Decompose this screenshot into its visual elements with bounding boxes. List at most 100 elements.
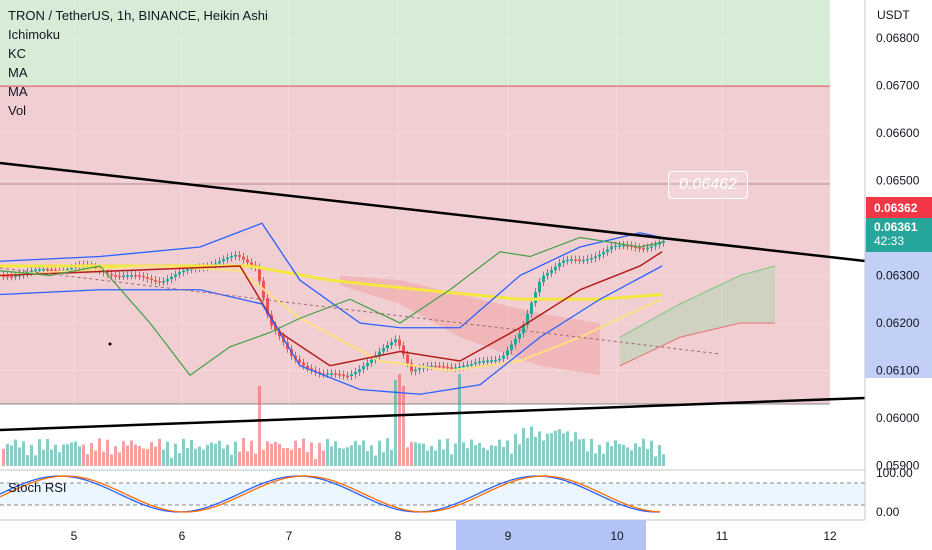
legend-ma-1[interactable]: MA <box>8 65 28 80</box>
candle-body-55 <box>222 259 225 262</box>
candle-body-83 <box>334 373 337 375</box>
candle-body-104 <box>418 368 421 370</box>
price-tick-7: 0.06000 <box>876 411 920 425</box>
candle-body-76 <box>306 365 309 369</box>
volume-bar-119 <box>478 442 481 466</box>
volume-bar-29 <box>118 452 121 466</box>
volume-bar-156 <box>626 447 629 466</box>
candle-body-64 <box>258 267 261 281</box>
candle-body-11 <box>46 269 49 271</box>
volume-bar-135 <box>542 440 545 466</box>
volume-bar-21 <box>86 454 89 466</box>
volume-bar-84 <box>338 448 341 466</box>
volume-bar-103 <box>414 442 417 466</box>
candle-body-27 <box>110 273 113 276</box>
candle-body-156 <box>626 245 629 247</box>
volume-bar-109 <box>438 439 441 466</box>
ask-price-tag: 0.06362 <box>866 197 932 219</box>
candle-body-148 <box>594 256 597 258</box>
volume-bar-94 <box>378 440 381 466</box>
price-tick-0: 0.06800 <box>876 31 920 45</box>
volume-bar-81 <box>326 439 329 466</box>
volume-bar-68 <box>274 441 277 466</box>
volume-bar-25 <box>102 451 105 466</box>
volume-bar-100 <box>402 386 405 466</box>
candle-body-96 <box>386 345 389 349</box>
price-tick-6: 0.06100 <box>876 364 920 378</box>
volume-bar-149 <box>598 444 601 466</box>
trendline-lower[interactable] <box>0 396 866 432</box>
cloud-green <box>620 266 775 366</box>
stoch-rsi-label[interactable]: Stoch RSI <box>8 480 67 495</box>
volume-bar-62 <box>250 440 253 466</box>
rsi-tick-1: 0.00 <box>876 505 900 519</box>
candle-body-66 <box>266 297 269 315</box>
trendline-upper[interactable] <box>0 161 866 263</box>
time-tick-5: 10 <box>610 529 624 543</box>
candle-body-80 <box>322 373 325 376</box>
volume-bar-101 <box>406 447 409 466</box>
volume-bar-97 <box>390 449 393 466</box>
legend-vol[interactable]: Vol <box>8 103 27 118</box>
volume-bar-114 <box>458 374 461 466</box>
volume-bar-35 <box>142 448 145 466</box>
volume-bar-31 <box>126 445 129 466</box>
volume-bar-67 <box>270 443 273 466</box>
candle-body-6 <box>26 272 29 274</box>
time-ticks: 5 6 7 8 9 10 11 12 <box>71 529 837 543</box>
candle-body-133 <box>534 292 537 303</box>
candle-body-62 <box>250 262 253 266</box>
candle-body-17 <box>70 267 73 270</box>
volume-bar-162 <box>650 440 653 466</box>
volume-bar-121 <box>486 450 489 466</box>
candle-body-79 <box>318 371 321 374</box>
volume-bar-116 <box>466 448 469 466</box>
volume-bar-91 <box>366 451 369 466</box>
volume-bar-125 <box>502 446 505 466</box>
candle-body-99 <box>398 339 401 346</box>
candle-body-12 <box>50 269 53 271</box>
candle-body-152 <box>610 246 613 250</box>
volume-bar-111 <box>446 438 449 466</box>
candle-body-44 <box>178 272 181 275</box>
candle-body-113 <box>454 367 457 369</box>
candle-body-107 <box>430 365 433 368</box>
volume-bar-138 <box>554 430 557 466</box>
candle-body-31 <box>126 275 129 277</box>
candle-body-108 <box>434 365 437 368</box>
price-tick-3: 0.06500 <box>876 174 920 188</box>
candle-body-139 <box>558 262 561 267</box>
candle-body-88 <box>354 371 357 375</box>
volume-bar-144 <box>578 439 581 466</box>
legend-kc[interactable]: KC <box>8 46 27 61</box>
candle-body-92 <box>370 359 373 363</box>
candle-body-86 <box>346 375 349 378</box>
price-marker-label[interactable]: 0.06462 <box>668 171 748 199</box>
candle-body-119 <box>478 361 481 364</box>
legend-ichimoku[interactable]: Ichimoku <box>8 27 61 42</box>
price-tick-4: 0.06300 <box>876 269 920 283</box>
volume-bar-56 <box>226 444 229 466</box>
volume-bar-122 <box>490 445 493 466</box>
dot-marker <box>108 342 112 346</box>
rsi-tick-0: 100.00 <box>876 466 913 480</box>
legend-ma-2[interactable]: MA <box>8 84 28 99</box>
candle-body-120 <box>482 360 485 363</box>
bid-price-tag: 0.06361 42:33 <box>866 218 932 252</box>
volume-bar-38 <box>154 446 157 466</box>
volume-bar-73 <box>294 440 297 466</box>
kc-upper-line <box>0 222 663 329</box>
candle-body-23 <box>94 266 97 269</box>
candle-body-121 <box>486 360 489 363</box>
senkou-b-line <box>619 322 775 367</box>
volume-bar-159 <box>638 447 641 466</box>
volume-bar-99 <box>398 374 401 466</box>
volume-bar-18 <box>74 441 77 466</box>
candle-body-4 <box>18 274 21 277</box>
volume-bar-79 <box>318 442 321 466</box>
indicator-lines <box>0 222 776 395</box>
volume-bar-46 <box>186 447 189 466</box>
cloud-red <box>340 275 600 376</box>
volume-bar-17 <box>70 442 73 466</box>
